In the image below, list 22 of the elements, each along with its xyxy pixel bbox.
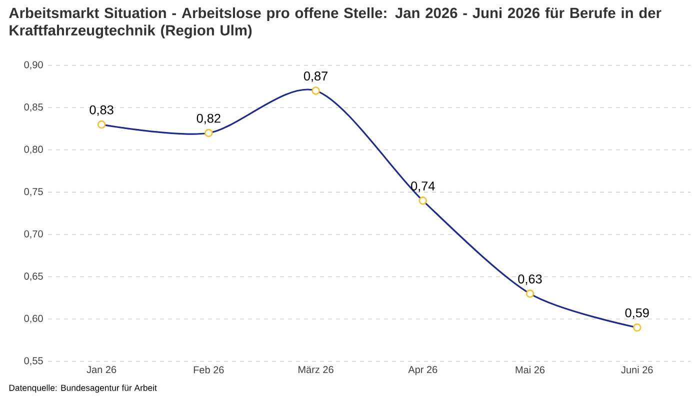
y-tick-label: 0,80: [24, 146, 43, 154]
x-tick-label: März 26: [298, 366, 334, 374]
data-label: 0,74: [411, 181, 435, 192]
x-tick-label: Jan 26: [86, 366, 116, 374]
y-tick-label: 0,55: [24, 357, 43, 366]
data-label: 0,83: [90, 105, 114, 116]
y-tick-label: 0,65: [24, 272, 43, 281]
data-label: 0,63: [518, 274, 542, 285]
data-label: 0,59: [625, 308, 649, 319]
y-tick-label: 0,60: [24, 314, 43, 324]
y-tick-label: 0,85: [24, 103, 43, 112]
x-tick-label: Juni 26: [621, 366, 653, 374]
x-tick-label: Mai 26: [516, 366, 545, 374]
data-label: 0,87: [304, 72, 328, 82]
x-tick-label: Feb 26: [194, 366, 224, 374]
text: Datenquelle: Bundesagentur für Arbeit: [9, 384, 157, 393]
y-tick-label: 0,90: [24, 61, 43, 70]
data-label: 0,82: [196, 114, 220, 124]
y-tick-label: 0,70: [24, 230, 43, 239]
chart-title: Arbeitsmarkt Situation - Arbeitslose pro offene Stelle: Jan 2026 - Juni 2026 für Berufe in der Kraftfahrzeugtechnik (Region Ulm): [9, 7, 662, 38]
y-tick-label: 0,75: [24, 188, 43, 196]
x-tick-label: Apr 26: [408, 366, 438, 376]
